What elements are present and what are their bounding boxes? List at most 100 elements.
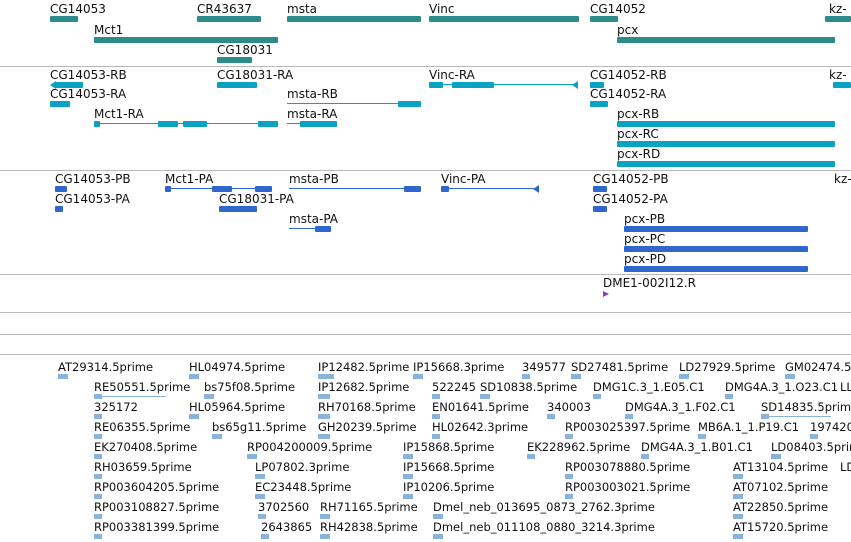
est-feature[interactable] — [318, 374, 334, 379]
track-separator — [0, 274, 851, 275]
transcript-cg18031-ra[interactable] — [217, 82, 257, 88]
est-feature[interactable] — [318, 394, 330, 399]
est-label: RH70168.5prime — [318, 400, 416, 414]
cds-msta-pb[interactable] — [404, 186, 421, 192]
est-feature[interactable] — [403, 454, 413, 459]
est-feature[interactable] — [547, 414, 555, 419]
cds-mct1-pa[interactable] — [165, 186, 171, 192]
est-feature[interactable] — [571, 374, 581, 379]
est-feature[interactable] — [413, 374, 423, 379]
transcript-vinc-ra[interactable] — [429, 82, 443, 88]
est-feature[interactable] — [212, 434, 222, 439]
est-feature[interactable] — [679, 374, 689, 379]
est-feature[interactable] — [318, 434, 330, 439]
est-feature[interactable] — [565, 494, 573, 499]
cds-pcx-pc[interactable] — [624, 246, 808, 252]
est-feature[interactable] — [94, 434, 102, 439]
est-feature[interactable] — [733, 514, 743, 519]
transcript-msta-rb[interactable] — [398, 101, 421, 107]
est-feature[interactable] — [771, 454, 781, 459]
transcript-cg14053-rb[interactable] — [55, 82, 83, 88]
est-feature[interactable] — [58, 374, 68, 379]
est-feature[interactable] — [432, 434, 440, 439]
cds-msta-pa[interactable] — [315, 226, 331, 232]
gene-cr43637[interactable] — [197, 16, 261, 22]
est-label: RH03659.5prime — [94, 460, 192, 474]
transcript-kz[interactable] — [833, 82, 851, 88]
gene-kz[interactable] — [825, 16, 851, 22]
cds-cg14053-pb[interactable] — [55, 186, 67, 192]
cds-cg14053-pa[interactable] — [55, 206, 63, 212]
gene-cg14052[interactable] — [590, 16, 618, 22]
cds-vinc-pa[interactable] — [441, 186, 449, 192]
transcript-label: CG14052-RB — [590, 68, 667, 82]
est-feature[interactable] — [733, 494, 743, 499]
est-feature[interactable] — [318, 414, 330, 419]
transcript-cg14052-rb[interactable] — [590, 82, 604, 88]
cds-cg18031-pa[interactable] — [219, 206, 257, 212]
est-feature[interactable] — [625, 414, 633, 419]
est-feature[interactable] — [247, 454, 257, 459]
gene-cg14053[interactable] — [50, 16, 78, 22]
est-feature[interactable] — [94, 394, 102, 399]
protein-label: msta-PA — [289, 212, 339, 226]
est-feature[interactable] — [94, 474, 102, 479]
est-feature[interactable] — [810, 434, 818, 439]
est-feature[interactable] — [565, 474, 573, 479]
est-feature[interactable] — [593, 394, 601, 399]
probe-marker[interactable] — [603, 291, 609, 297]
est-feature[interactable] — [785, 374, 795, 379]
cds-cg14052-pa[interactable] — [593, 206, 607, 212]
est-feature[interactable] — [433, 534, 443, 539]
est-feature[interactable] — [320, 514, 330, 519]
est-feature[interactable] — [255, 474, 265, 479]
est-feature[interactable] — [733, 534, 743, 539]
est-feature[interactable] — [189, 374, 199, 379]
est-feature[interactable] — [94, 494, 102, 499]
est-feature[interactable] — [432, 394, 440, 399]
est-feature[interactable] — [641, 454, 649, 459]
est-label: RP003025397.5prime — [565, 420, 691, 434]
transcript-msta-ra[interactable] — [300, 121, 337, 127]
est-feature[interactable] — [94, 414, 102, 419]
transcript-pcx-rb[interactable] — [617, 121, 835, 127]
cds-cg14052-pb[interactable] — [593, 186, 607, 192]
est-feature[interactable] — [258, 514, 266, 519]
est-feature[interactable] — [432, 414, 440, 419]
est-feature[interactable] — [94, 454, 102, 459]
est-feature[interactable] — [94, 514, 102, 519]
est-feature[interactable] — [204, 394, 214, 399]
est-feature[interactable] — [733, 474, 743, 479]
transcript-cg14053-ra[interactable] — [50, 101, 70, 107]
est-feature[interactable] — [320, 534, 330, 539]
est-feature[interactable] — [522, 374, 530, 379]
est-feature[interactable] — [255, 494, 265, 499]
transcript-cg14052-ra[interactable] — [590, 101, 608, 107]
est-feature[interactable] — [403, 474, 413, 479]
cds-pcx-pd[interactable] — [624, 266, 808, 272]
gene-label: CR43637 — [197, 2, 252, 16]
gene-msta[interactable] — [287, 16, 421, 22]
est-feature[interactable] — [725, 394, 733, 399]
transcript-pcx-rd[interactable] — [617, 161, 835, 167]
gene-vinc[interactable] — [429, 16, 579, 22]
protein-label: CG14052-PB — [593, 172, 669, 186]
est-feature[interactable] — [403, 494, 413, 499]
est-feature[interactable] — [94, 534, 102, 539]
exon — [212, 186, 232, 192]
est-feature[interactable] — [261, 534, 269, 539]
est-feature[interactable] — [527, 454, 535, 459]
gene-pcx[interactable] — [617, 37, 835, 43]
est-feature[interactable] — [565, 434, 573, 439]
est-feature[interactable] — [698, 434, 706, 439]
transcript-mct1-ra[interactable] — [94, 121, 100, 127]
est-feature[interactable] — [189, 414, 199, 419]
cds-pcx-pb[interactable] — [624, 226, 808, 232]
gene-mct1[interactable] — [94, 37, 278, 43]
transcript-pcx-rc[interactable] — [617, 141, 835, 147]
est-feature[interactable] — [480, 394, 490, 399]
gene-cg18031[interactable] — [217, 57, 252, 63]
est-label: RH42838.5prime — [320, 520, 418, 534]
est-feature[interactable] — [761, 414, 769, 419]
est-feature[interactable] — [433, 514, 443, 519]
